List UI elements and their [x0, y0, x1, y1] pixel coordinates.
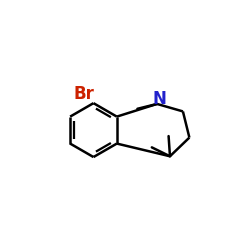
Text: N: N [152, 90, 166, 108]
Text: Br: Br [74, 84, 94, 102]
